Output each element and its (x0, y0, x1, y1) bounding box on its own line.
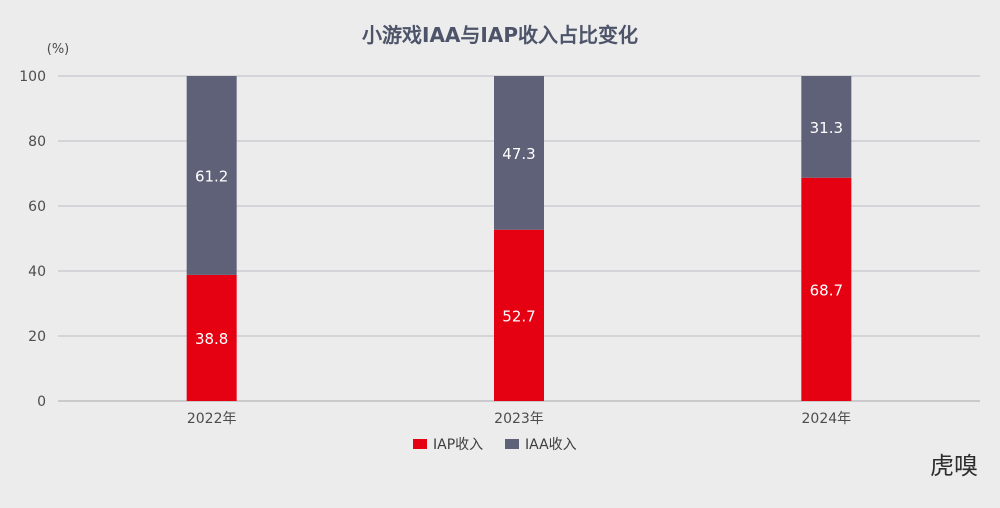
y-tick-label: 100 (19, 69, 46, 85)
y-tick-label: 20 (28, 329, 46, 345)
x-tick-label: 2024年 (802, 411, 852, 427)
x-tick-label: 2022年 (187, 411, 237, 427)
legend-label-iaa: IAA收入 (525, 437, 577, 453)
bar-iaa-2 (801, 76, 852, 178)
data-label: 61.2 (195, 167, 228, 185)
legend: IAP收入 IAA收入 (413, 437, 577, 453)
axis-layer: 0 20 40 60 80 100 2022年 2023年 2024年 (19, 69, 851, 427)
bar-iap-0 (186, 274, 237, 401)
data-label: 38.8 (195, 330, 228, 348)
legend-swatch-iap (413, 439, 427, 449)
bar-layer: 38.8 61.2 52.7 47.3 68.7 31.3 (186, 76, 852, 401)
bar-iap-2 (801, 177, 852, 401)
bar-iaa-0 (186, 76, 237, 275)
x-tick-label: 2023年 (494, 411, 544, 427)
legend-swatch-iaa (505, 439, 519, 449)
watermark-logo: 虎嗅 (930, 452, 978, 480)
bar-iap-1 (494, 229, 544, 401)
data-label: 68.7 (810, 281, 843, 299)
bar-iaa-1 (494, 76, 544, 230)
y-tick-label: 80 (28, 134, 46, 150)
y-tick-label: 40 (28, 264, 46, 280)
y-tick-label: 60 (28, 199, 46, 215)
chart-title: 小游戏IAA与IAP收入占比变化 (362, 23, 638, 47)
data-label: 52.7 (502, 307, 535, 325)
data-label: 47.3 (502, 145, 535, 163)
y-unit-label: (%) (47, 42, 70, 57)
data-label: 31.3 (810, 119, 843, 137)
y-tick-label: 0 (37, 394, 46, 410)
legend-label-iap: IAP收入 (433, 437, 483, 453)
